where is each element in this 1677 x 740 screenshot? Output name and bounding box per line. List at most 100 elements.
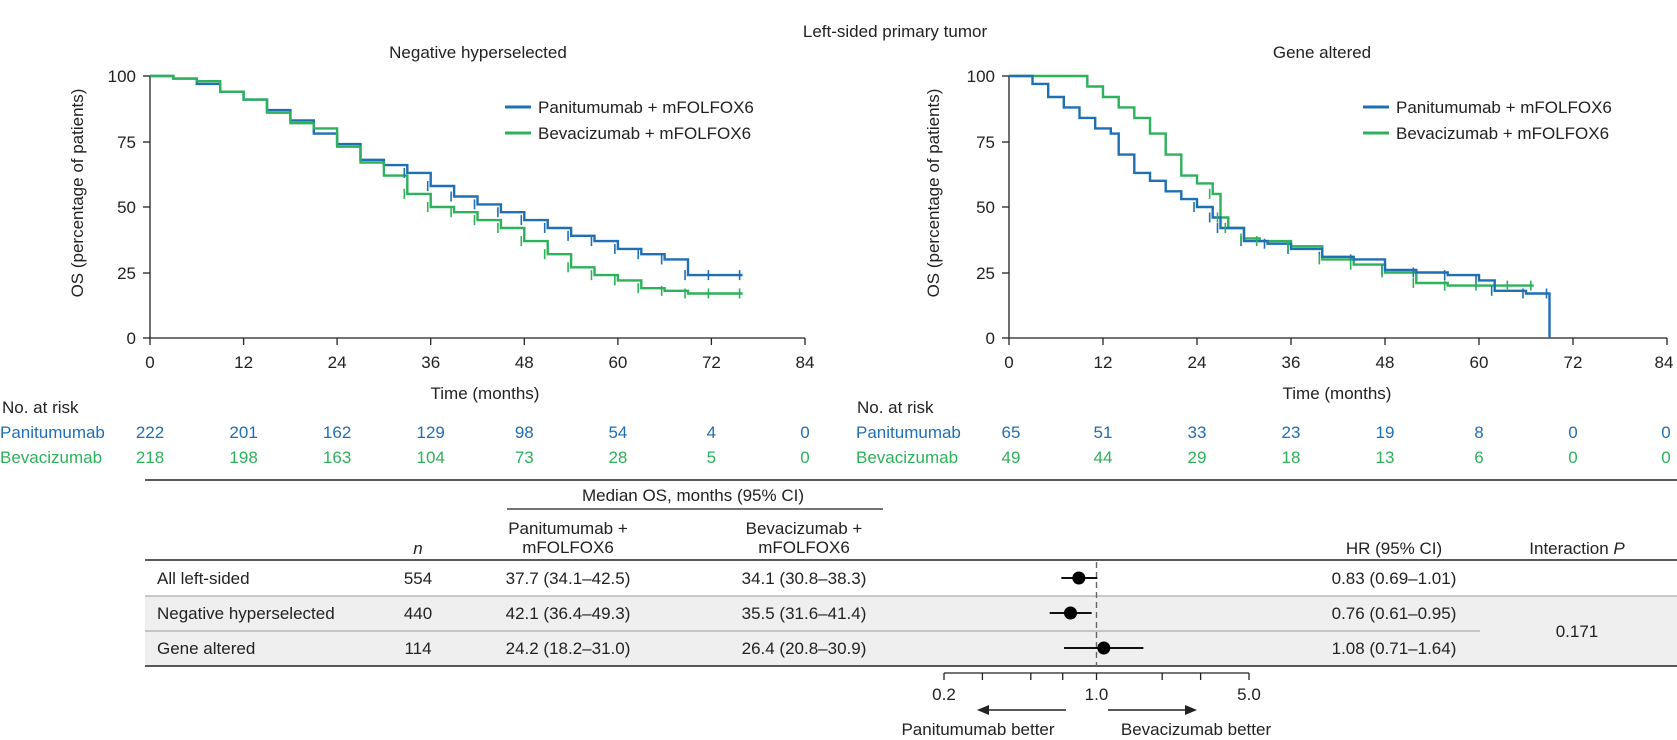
legend-label-bevacizumab: Bevacizumab + mFOLFOX6 — [1396, 124, 1609, 143]
header-pan-line2: mFOLFOX6 — [522, 538, 614, 557]
header-pan-line1: Panitumumab + — [508, 519, 628, 538]
row-label: All left-sided — [157, 569, 250, 588]
at-risk-value: 23 — [1282, 423, 1301, 442]
at-risk-value: 19 — [1376, 423, 1395, 442]
x-tick-12: 12 — [1094, 353, 1113, 372]
y-tick-25: 25 — [976, 264, 995, 283]
header-hr: HR (95% CI) — [1346, 539, 1442, 558]
arrow-right-head — [1185, 705, 1197, 715]
at-risk-value: 201 — [229, 423, 257, 442]
at-risk-value: 6 — [1474, 448, 1483, 467]
direction-left-label: Panitumumab better — [901, 720, 1054, 739]
km-curve-panitumumab — [1009, 74, 1551, 338]
at-risk-label: No. at risk — [2, 398, 79, 417]
forest-point-estimate — [1097, 641, 1111, 655]
at-risk-value: 29 — [1188, 448, 1207, 467]
x-ticks-left — [149, 338, 806, 345]
at-risk-table-right: No. at risk Panitumumab Bevacizumab 65 5… — [856, 398, 1671, 467]
forest-marks — [1049, 571, 1144, 655]
at-risk-value: 129 — [417, 423, 445, 442]
at-risk-value: 73 — [515, 448, 534, 467]
row-n: 554 — [404, 569, 432, 588]
interaction-p-value: 0.171 — [1556, 622, 1599, 641]
at-risk-value: 49 — [1002, 448, 1021, 467]
at-risk-value: 218 — [136, 448, 164, 467]
at-risk-value: 222 — [136, 423, 164, 442]
panel-left-title: Negative hyperselected — [389, 43, 567, 62]
at-risk-value: 0 — [1568, 423, 1577, 442]
figure-suptitle: Left-sided primary tumor — [803, 22, 988, 41]
y-tick-labels-left: 100 75 50 25 0 — [108, 67, 136, 348]
km-panel-right: Gene altered OS (percentage of patients)… — [856, 43, 1673, 467]
row-hr: 0.83 (0.69–1.01) — [1332, 569, 1457, 588]
y-tick-75: 75 — [976, 133, 995, 152]
x-tick-72: 72 — [702, 353, 721, 372]
direction-left: Panitumumab better — [901, 705, 1066, 739]
at-risk-value: 44 — [1094, 448, 1113, 467]
at-risk-value: 0 — [1661, 423, 1670, 442]
panel-right-ylabel: OS (percentage of patients) — [924, 89, 943, 298]
at-risk-value: 4 — [707, 423, 716, 442]
x-tick-0: 0 — [145, 353, 154, 372]
at-risk-value: 98 — [515, 423, 534, 442]
header-median-group: Median OS, months (95% CI) — [582, 486, 804, 505]
legend-label-bevacizumab: Bevacizumab + mFOLFOX6 — [538, 124, 751, 143]
y-tick-75: 75 — [117, 133, 136, 152]
forest-ticks — [943, 673, 1250, 680]
at-risk-value: 8 — [1474, 423, 1483, 442]
legend-label-panitumumab: Panitumumab + mFOLFOX6 — [1396, 98, 1612, 117]
at-risk-label: No. at risk — [857, 398, 934, 417]
row-hr: 0.76 (0.61–0.95) — [1332, 604, 1457, 623]
panel-left-xlabel: Time (months) — [431, 384, 540, 403]
row-pan-median: 37.7 (34.1–42.5) — [506, 569, 631, 588]
forest-point-estimate — [1063, 606, 1077, 620]
panel-right-title: Gene altered — [1273, 43, 1371, 62]
forest-tick-label-0.2: 0.2 — [932, 685, 956, 704]
y-tick-50: 50 — [117, 198, 136, 217]
row-bev-median: 35.5 (31.6–41.4) — [742, 604, 867, 623]
x-tick-24: 24 — [1188, 353, 1207, 372]
y-tick-100: 100 — [108, 67, 136, 86]
table-row: All left-sided 554 37.7 (34.1–42.5) 34.1… — [157, 569, 1456, 588]
at-risk-value: 54 — [608, 423, 627, 442]
at-risk-value: 18 — [1282, 448, 1301, 467]
at-risk-row-name-bevacizumab: Bevacizumab — [0, 448, 102, 467]
at-risk-value: 0 — [800, 423, 809, 442]
censor-marks-right — [1193, 188, 1548, 299]
km-curve-bevacizumab — [1009, 74, 1534, 287]
at-risk-value: 0 — [1661, 448, 1670, 467]
y-tick-0: 0 — [127, 329, 136, 348]
row-bev-median: 26.4 (20.8–30.9) — [742, 639, 867, 658]
y-tick-100: 100 — [967, 67, 995, 86]
x-tick-24: 24 — [328, 353, 347, 372]
y-tick-labels-right: 100 75 50 25 0 — [967, 67, 995, 348]
header-interaction-label: Interaction — [1529, 539, 1613, 558]
row-shade-gene — [145, 631, 1677, 666]
at-risk-value: 33 — [1188, 423, 1207, 442]
y-tick-0: 0 — [986, 329, 995, 348]
at-risk-row-name-panitumumab: Panitumumab — [856, 423, 961, 442]
at-risk-value: 0 — [800, 448, 809, 467]
forest-point-estimate — [1072, 571, 1086, 585]
header-interaction-p: P — [1613, 539, 1625, 558]
row-hr: 1.08 (0.71–1.64) — [1332, 639, 1457, 658]
direction-right: Bevacizumab better — [1108, 705, 1271, 739]
legend-left: Panitumumab + mFOLFOX6 Bevacizumab + mFO… — [505, 98, 754, 143]
at-risk-value: 65 — [1002, 423, 1021, 442]
x-tick-84: 84 — [796, 353, 815, 372]
at-risk-value: 198 — [229, 448, 257, 467]
y-tick-25: 25 — [117, 264, 136, 283]
panel-left-ylabel: OS (percentage of patients) — [68, 89, 87, 298]
at-risk-value: 163 — [323, 448, 351, 467]
forest-table: Median OS, months (95% CI) Panitumumab +… — [145, 479, 1677, 739]
x-tick-labels-left: 0 12 24 36 48 60 72 84 — [145, 353, 814, 372]
x-tick-60: 60 — [608, 353, 627, 372]
header-interaction: Interaction P — [1529, 539, 1625, 558]
km-curve-bevacizumab — [150, 74, 743, 295]
row-bev-median: 34.1 (30.8–38.3) — [742, 569, 867, 588]
x-tick-0: 0 — [1004, 353, 1013, 372]
x-tick-36: 36 — [1282, 353, 1301, 372]
x-tick-84: 84 — [1655, 353, 1674, 372]
x-tick-12: 12 — [234, 353, 253, 372]
row-n: 440 — [404, 604, 432, 623]
